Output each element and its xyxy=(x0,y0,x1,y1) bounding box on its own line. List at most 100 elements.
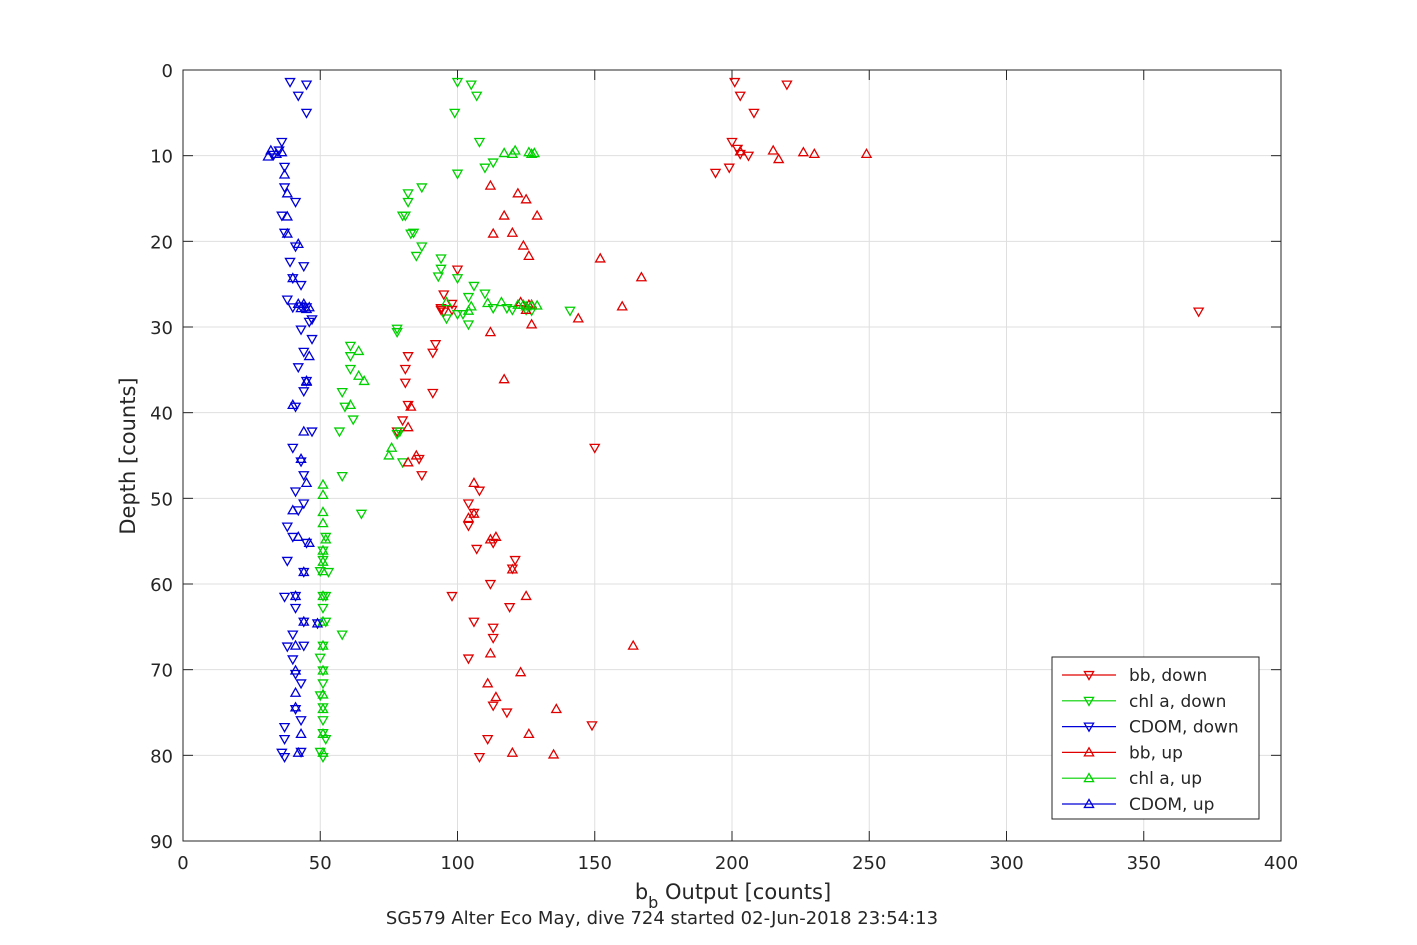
data-point xyxy=(317,488,329,500)
data-point xyxy=(287,443,299,454)
data-point xyxy=(479,289,491,300)
data-point xyxy=(287,630,299,641)
data-point xyxy=(402,421,414,432)
data-point xyxy=(306,315,318,326)
data-point xyxy=(495,296,508,307)
data-point xyxy=(289,704,302,715)
data-point xyxy=(772,153,785,164)
data-point xyxy=(311,617,324,628)
data-point xyxy=(742,151,755,162)
data-point xyxy=(278,592,291,603)
data-point xyxy=(281,210,294,221)
x-tick-label: 100 xyxy=(440,853,474,874)
data-point xyxy=(767,144,779,155)
data-point xyxy=(300,477,313,488)
data-point xyxy=(473,137,486,148)
data-point xyxy=(300,303,313,314)
series-bb-up xyxy=(402,144,873,759)
data-point xyxy=(509,555,521,566)
data-point xyxy=(399,364,412,375)
data-point xyxy=(289,402,302,413)
data-point xyxy=(289,197,302,208)
data-point xyxy=(481,297,494,308)
data-point xyxy=(352,345,365,356)
data-point xyxy=(317,590,329,601)
data-point xyxy=(484,647,497,658)
data-point xyxy=(358,375,370,386)
data-point xyxy=(336,388,348,399)
legend-box xyxy=(1051,656,1260,820)
legend-item: chl a, up xyxy=(1062,769,1202,789)
data-point xyxy=(416,471,428,482)
data-point xyxy=(314,567,326,578)
data-point xyxy=(616,300,628,311)
data-point xyxy=(292,91,305,102)
data-point xyxy=(808,148,821,159)
data-point xyxy=(586,721,598,732)
data-point xyxy=(470,91,483,102)
x-tick-label: 250 xyxy=(852,853,886,874)
data-point xyxy=(289,639,302,650)
data-point xyxy=(300,108,313,119)
data-point xyxy=(1192,307,1205,318)
data-point xyxy=(284,257,296,268)
legend-item: bb, down xyxy=(1062,666,1207,686)
data-point xyxy=(336,471,348,482)
data-point xyxy=(306,427,318,438)
data-point xyxy=(394,427,406,438)
data-point xyxy=(429,340,442,351)
data-point xyxy=(317,752,329,763)
data-point xyxy=(451,274,464,285)
data-point xyxy=(314,747,326,758)
data-point xyxy=(451,265,464,276)
data-point xyxy=(525,148,538,159)
data-point xyxy=(383,449,395,460)
data-point xyxy=(734,91,746,102)
data-point xyxy=(295,747,307,758)
data-point xyxy=(451,310,464,321)
data-point xyxy=(451,77,464,88)
data-point xyxy=(317,679,329,690)
data-point xyxy=(517,239,530,250)
x-tick-label: 0 xyxy=(177,853,188,874)
data-point xyxy=(281,522,294,533)
data-point xyxy=(396,416,409,427)
data-point xyxy=(402,400,414,411)
data-point xyxy=(320,533,332,544)
data-point xyxy=(391,328,403,339)
data-point xyxy=(306,334,318,345)
data-point xyxy=(416,242,428,253)
data-point xyxy=(314,691,326,702)
data-point xyxy=(352,369,365,380)
data-point xyxy=(520,193,532,204)
data-point xyxy=(287,399,299,410)
data-point xyxy=(300,538,313,549)
data-point xyxy=(498,147,510,158)
data-point xyxy=(446,591,458,602)
data-point xyxy=(295,716,307,727)
data-point xyxy=(531,209,543,220)
data-point xyxy=(284,77,296,88)
data-point xyxy=(317,517,329,528)
data-point xyxy=(435,304,447,315)
data-point xyxy=(298,499,310,510)
y-tick-label: 80 xyxy=(150,746,173,767)
data-point xyxy=(490,530,502,541)
data-point xyxy=(465,80,477,91)
legend-label: CDOM, down xyxy=(1129,718,1239,738)
legend-item: bb, up xyxy=(1062,743,1183,763)
y-tick-label: 0 xyxy=(162,61,173,82)
data-point xyxy=(781,80,793,91)
legend-marker xyxy=(1083,696,1095,707)
data-point xyxy=(731,144,744,155)
data-point xyxy=(281,227,294,238)
data-point xyxy=(440,314,453,325)
data-point xyxy=(512,187,524,198)
y-tick-label: 30 xyxy=(150,318,173,339)
y-tick-label: 20 xyxy=(150,232,173,253)
data-point xyxy=(292,746,305,757)
data-point xyxy=(402,197,414,208)
x-axis-label-subscript: b xyxy=(648,893,658,912)
data-point xyxy=(336,630,348,641)
